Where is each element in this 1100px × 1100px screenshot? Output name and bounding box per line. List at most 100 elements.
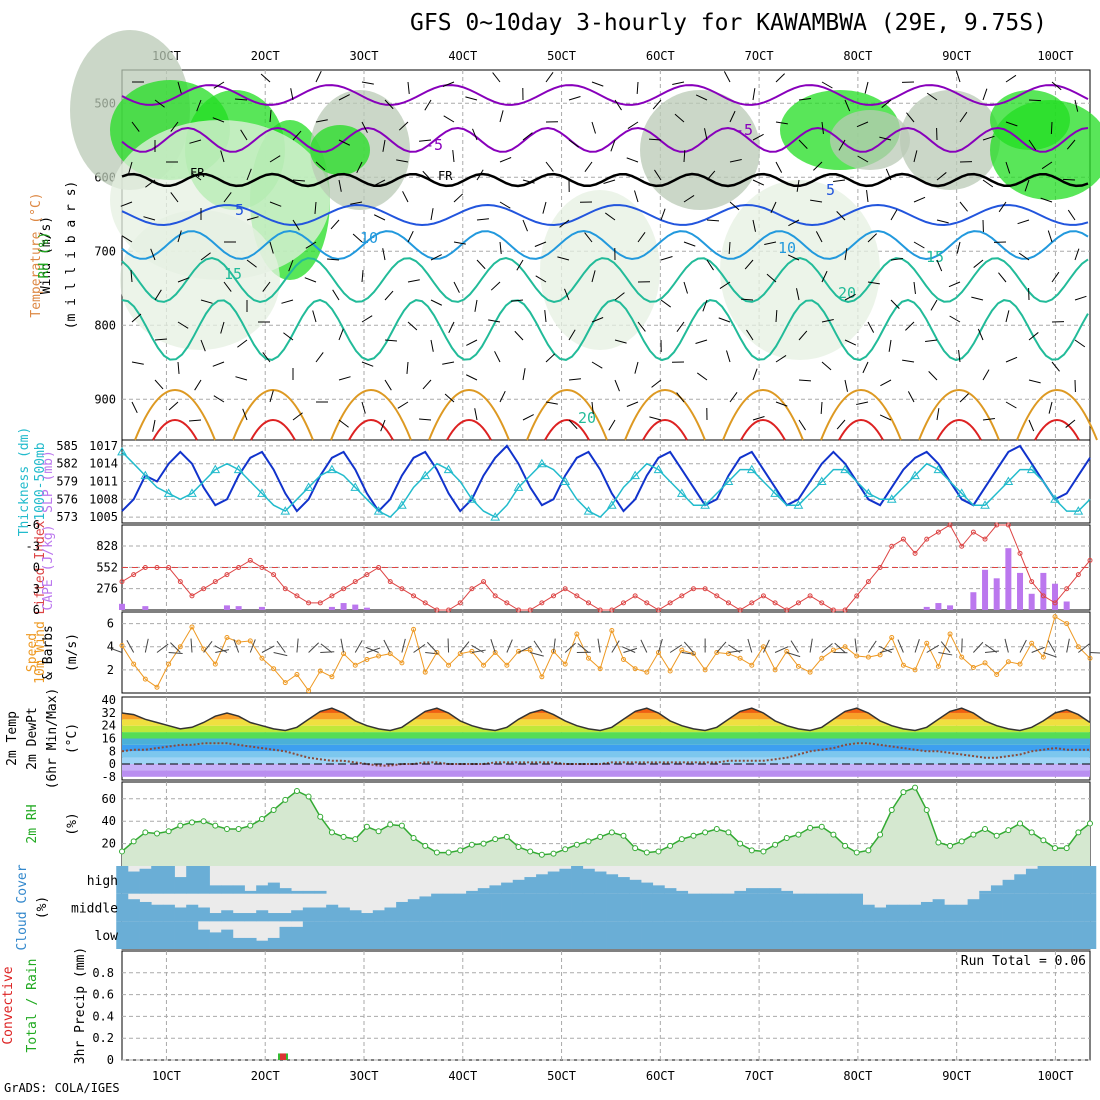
cloud-bar — [349, 910, 362, 922]
contour-label: -5 — [735, 121, 753, 139]
wind-speed-marker — [574, 631, 580, 637]
wind-barb — [608, 419, 616, 431]
wind-barb — [430, 254, 442, 261]
cloud-bar — [244, 913, 257, 922]
thickness-marker — [350, 482, 361, 491]
li-marker — [900, 536, 906, 542]
wind-barb — [235, 98, 248, 101]
wind-barb — [177, 230, 182, 243]
cloud-bar — [466, 890, 479, 894]
panel-label: CAPE (J/kg) — [41, 524, 56, 610]
wind-barb — [856, 401, 869, 405]
li-marker — [807, 593, 813, 599]
wind-barb — [522, 414, 534, 421]
wind-barb — [406, 361, 409, 374]
thickness-marker — [1073, 506, 1084, 515]
wind-speed-marker — [527, 647, 533, 653]
thickness-marker — [723, 476, 734, 485]
temp-contour — [121, 203, 1089, 227]
wind-barb — [683, 149, 686, 163]
cape-bar — [1040, 572, 1047, 610]
wind-barb — [788, 219, 800, 227]
x-label-top: 4OCT — [448, 49, 477, 63]
li-marker — [177, 579, 183, 585]
rh-marker — [982, 826, 989, 833]
cape-bar — [119, 603, 125, 610]
y-tick-wind: 4 — [107, 640, 114, 654]
li-marker — [784, 607, 790, 613]
wind-barb-10m — [276, 640, 286, 653]
wind-barb — [545, 71, 554, 83]
rh-marker — [130, 838, 137, 845]
wind-barb — [419, 418, 432, 421]
rh-marker — [398, 822, 405, 829]
cloud-bar — [151, 866, 164, 894]
y-tick-precip: 0.2 — [92, 1031, 114, 1045]
x-label-top: 2OCT — [251, 49, 280, 63]
panel-label: (6hr Min/Max) — [45, 688, 60, 790]
wind-barb — [288, 259, 294, 272]
thickness-marker — [257, 488, 267, 497]
wind-barb — [407, 279, 420, 283]
cloud-bar — [267, 882, 280, 894]
wind-barb — [766, 273, 777, 283]
wind-barb — [1051, 81, 1062, 91]
wind-barb — [290, 88, 294, 101]
cloud-bar — [617, 893, 630, 922]
rh-shading — [900, 90, 1000, 190]
y-tick-upper: 900 — [94, 392, 116, 406]
cloud-bar — [1014, 893, 1027, 922]
cloud-bar — [571, 866, 584, 894]
wind-barb — [949, 315, 961, 323]
y-tick-thickness: 576 — [56, 492, 78, 506]
cloud-bar — [664, 921, 677, 949]
wind-barb — [1074, 248, 1080, 261]
rh-marker — [422, 842, 429, 849]
li-marker — [446, 607, 452, 613]
x-label-top: 9OCT — [942, 49, 971, 63]
panel-label: (m/s) — [65, 633, 80, 672]
x-label-top: 5OCT — [547, 49, 576, 63]
wind-speed-marker — [236, 639, 242, 645]
rh-marker — [830, 831, 837, 838]
x-label-bottom: 8OCT — [843, 1069, 872, 1083]
wind-speed-marker — [1017, 661, 1023, 667]
wind-barb — [740, 298, 754, 301]
wind-barb — [262, 352, 271, 363]
wind-barb — [499, 241, 502, 254]
wind-barb — [696, 372, 708, 381]
wind-barb-10m — [973, 641, 984, 653]
li-marker — [574, 593, 580, 599]
wind-barb — [775, 355, 787, 363]
cloud-bar — [419, 921, 432, 949]
li-marker — [224, 572, 230, 578]
cloud-bar — [477, 888, 490, 894]
wind-barb — [534, 241, 547, 247]
wind-barb — [775, 401, 788, 407]
cloud-bar — [547, 871, 560, 894]
thickness-marker — [420, 470, 431, 480]
wind-barb — [977, 328, 984, 341]
wind-speed-marker — [481, 662, 487, 668]
precip-convective-bar — [280, 1053, 287, 1060]
cloud-bar — [909, 921, 922, 949]
wind-barb — [314, 201, 317, 214]
rh-marker — [702, 829, 709, 836]
wind-barb — [958, 350, 961, 363]
wind-barb — [890, 209, 898, 221]
wind-barb — [798, 330, 808, 341]
thickness-marker — [630, 470, 641, 480]
rh-marker — [923, 807, 930, 813]
cloud-bar — [804, 893, 817, 922]
wind-barb-10m — [203, 641, 213, 653]
rh-shading — [990, 90, 1070, 150]
cloud-bar — [267, 913, 280, 922]
wind-barb — [1040, 197, 1053, 203]
x-label-bottom: 3OCT — [350, 1069, 379, 1083]
wind-barb-10m — [897, 639, 904, 653]
li-marker — [772, 600, 778, 606]
thickness-marker — [373, 506, 384, 515]
thickness-marker — [467, 494, 477, 503]
cloud-bar — [571, 893, 584, 922]
wind-barb — [651, 379, 662, 388]
